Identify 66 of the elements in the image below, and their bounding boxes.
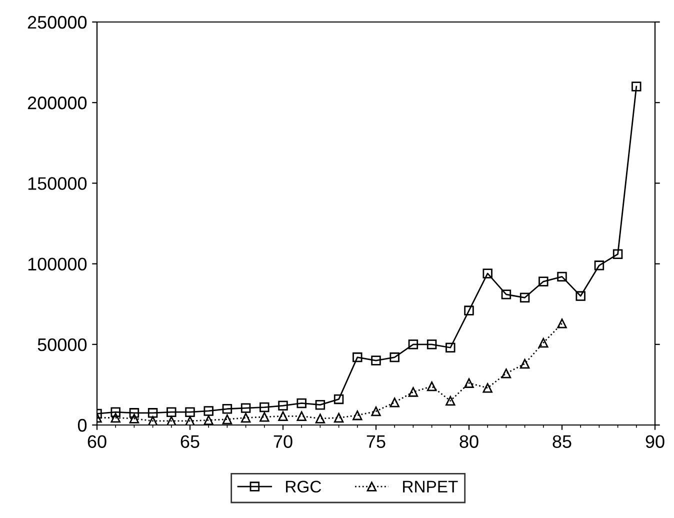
point [240,403,251,413]
point [110,412,120,423]
point [204,415,214,425]
point [594,260,604,270]
point [260,412,270,422]
point [222,404,232,414]
point [352,410,362,420]
point [576,291,586,301]
point [482,268,492,278]
x-tick-label: 65 [180,435,200,448]
point [278,411,288,421]
point [185,407,195,417]
point [612,249,623,259]
point [352,352,362,362]
point [501,290,512,300]
point [148,408,158,418]
point [222,414,232,424]
point [129,408,140,418]
point [501,368,512,378]
point [315,400,326,410]
point [296,411,306,421]
point [334,412,344,423]
x-tick-label: 80 [460,435,478,448]
point [390,352,400,362]
x-tick-label: 90 [646,435,664,448]
point [538,276,548,286]
point [408,340,418,350]
point [538,338,548,348]
legend-label: RGC [286,480,322,493]
point [520,358,530,369]
y-tick-label: 0 [78,418,87,432]
point [557,318,567,328]
y-tick-label: 200000 [28,96,87,110]
point [408,387,418,397]
point [166,407,176,417]
point [482,383,492,393]
x-tick-label: 85 [552,435,572,448]
point [371,406,381,416]
point [296,398,306,408]
point [557,272,567,282]
point [129,414,140,424]
point [632,82,642,92]
x-tick-label: 70 [274,435,292,448]
point [446,396,456,406]
point [464,306,474,316]
point [520,292,530,303]
point [334,394,344,404]
y-tick-label: 50000 [38,338,87,352]
point [446,342,456,352]
x-tick-label: 75 [366,435,386,448]
y-tick-label: 250000 [28,16,87,29]
point [204,406,214,416]
point [110,407,120,417]
point [371,356,381,366]
point [426,340,437,350]
point [260,402,270,412]
point [240,412,251,423]
y-tick-label: 100000 [28,258,87,271]
point [464,378,474,388]
point [278,400,288,411]
point [315,414,326,424]
x-tick-label: 60 [88,435,106,448]
y-tick-label: 150000 [28,177,87,190]
point [390,398,400,408]
point [426,381,437,392]
legend-label: RNPET [403,480,458,492]
